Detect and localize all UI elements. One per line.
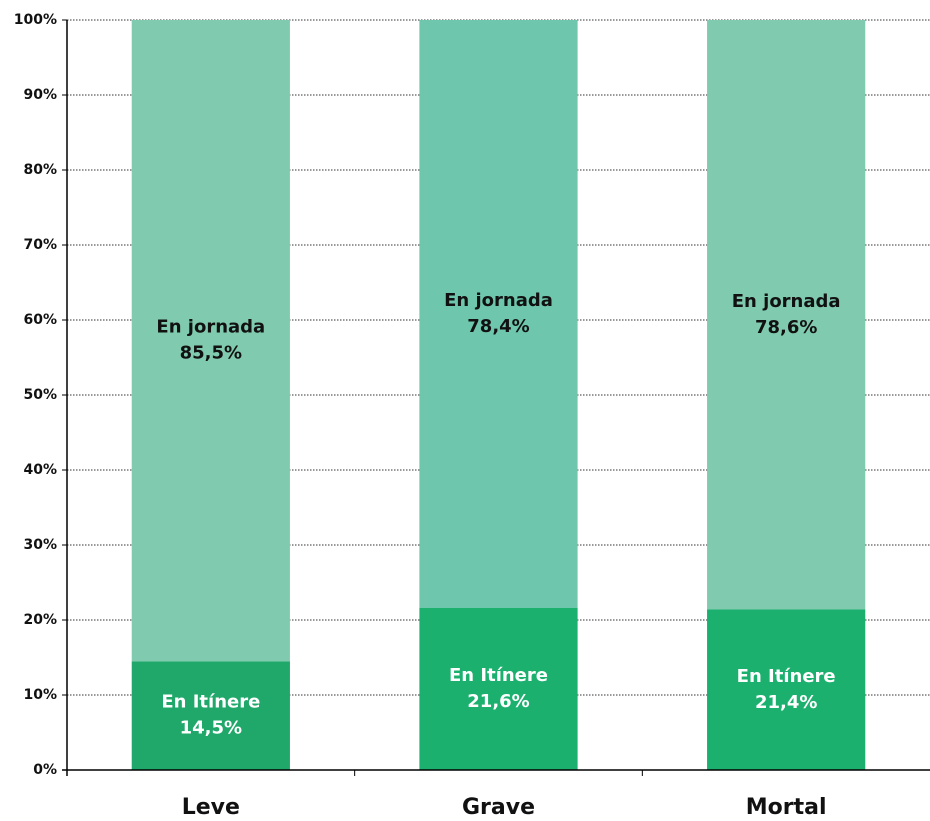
segment-name: En jornada [444, 290, 553, 311]
segment-name: En Itínere [737, 666, 836, 687]
y-tick-label: 70% [23, 237, 57, 253]
y-tick-label: 100% [14, 12, 57, 28]
data-label: 78,6% [755, 317, 817, 338]
y-tick-label: 0% [33, 762, 57, 778]
segment-name: En jornada [732, 291, 841, 312]
x-tick-label: Mortal [746, 795, 827, 820]
x-tick-label: Leve [182, 795, 240, 820]
data-label: 21,6% [467, 691, 529, 712]
bar-segment [131, 20, 290, 662]
segment-name: En jornada [156, 317, 265, 338]
y-tick-label: 40% [23, 462, 57, 478]
y-tick-label: 80% [23, 162, 57, 178]
x-tick-label: Grave [462, 795, 535, 820]
data-label: 14,5% [180, 718, 242, 739]
bar-segment [707, 20, 866, 610]
y-tick-label: 60% [23, 312, 57, 328]
y-tick-label: 10% [23, 687, 57, 703]
segment-name: En Itínere [449, 665, 548, 686]
y-tick-label: 30% [23, 537, 57, 553]
y-tick-label: 50% [23, 387, 57, 403]
bar-segment [419, 20, 578, 608]
bar-segment [707, 609, 866, 770]
bar-segment [131, 661, 290, 770]
data-label: 78,4% [467, 316, 529, 337]
data-label: 85,5% [180, 343, 242, 364]
y-tick-label: 90% [23, 87, 57, 103]
bar-segment [419, 608, 578, 770]
segment-name: En Itínere [161, 692, 260, 713]
y-tick-label: 20% [23, 612, 57, 628]
data-label: 21,4% [755, 692, 817, 713]
